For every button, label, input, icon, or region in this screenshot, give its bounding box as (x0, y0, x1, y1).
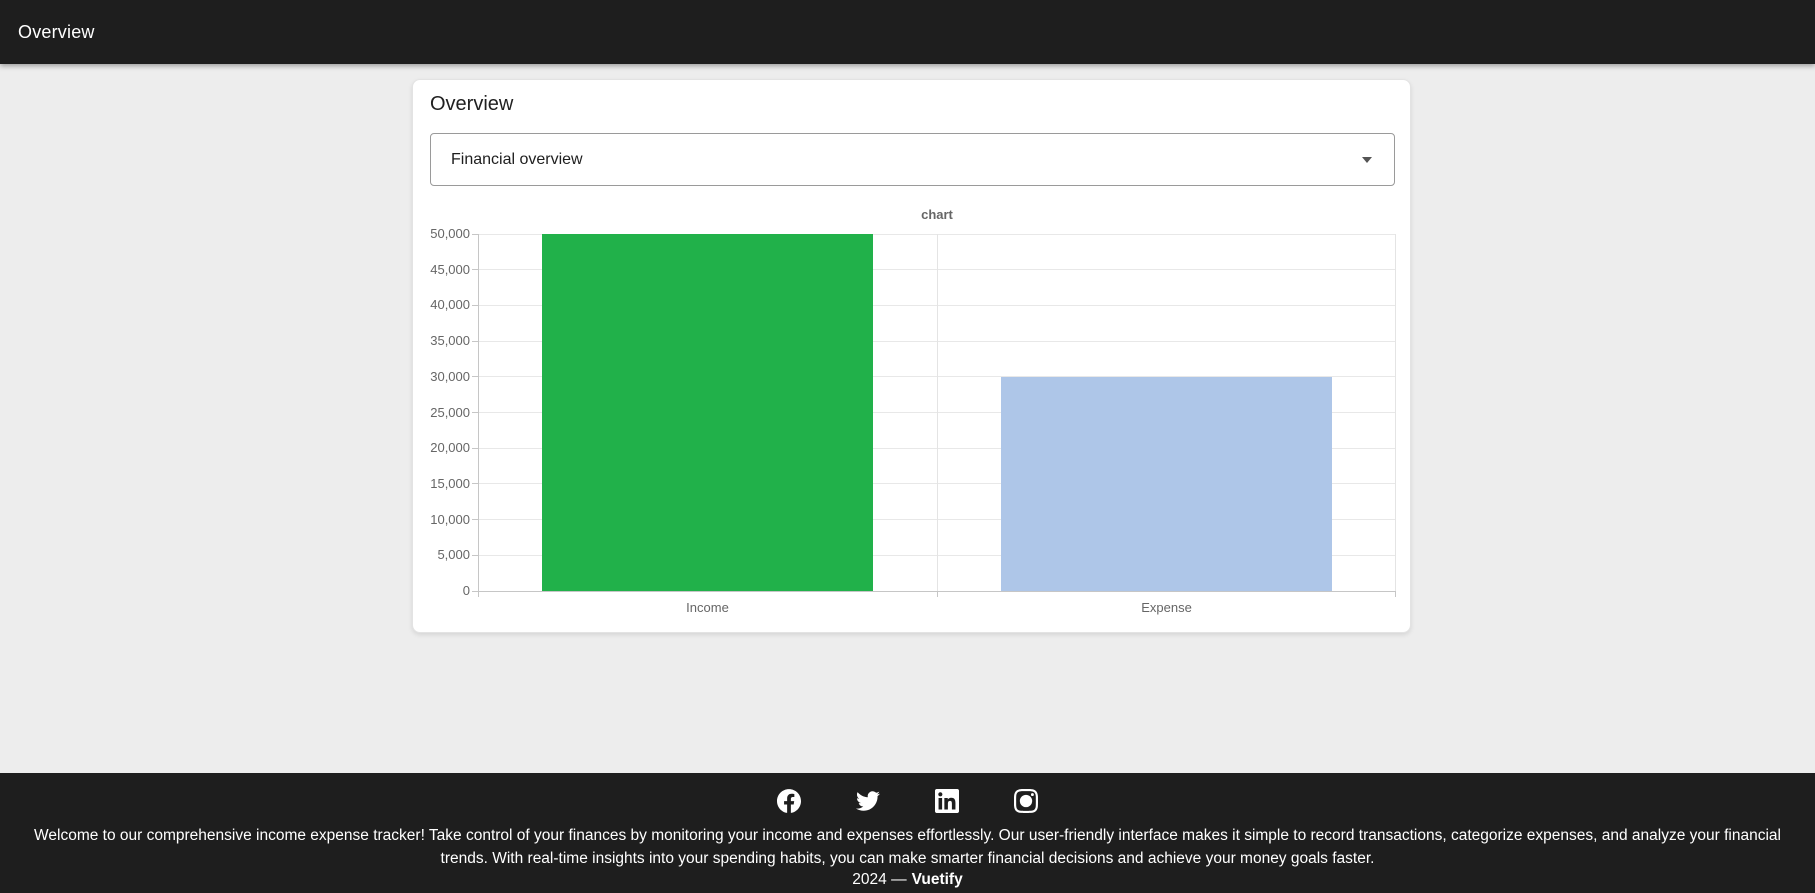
y-axis-tick (472, 447, 478, 449)
footer: Welcome to our comprehensive income expe… (0, 773, 1815, 893)
chevron-down-icon (1362, 156, 1372, 163)
overview-card: Overview Financial overview chart 0 5,000… (412, 79, 1411, 633)
x-axis-tick (937, 591, 938, 597)
report-type-select-value: Financial overview (451, 150, 583, 168)
card-title: Overview (430, 93, 514, 115)
x-axis-category-label: Income (686, 600, 729, 615)
app-bar: Overview (0, 0, 1815, 64)
instagram-icon[interactable] (1014, 789, 1038, 813)
footer-description: Welcome to our comprehensive income expe… (34, 827, 1781, 867)
footer-copyright: 2024 — Vuetify (0, 871, 1815, 889)
report-type-select[interactable]: Financial overview (430, 133, 1395, 186)
y-axis-tick-label: 25,000 (430, 404, 470, 420)
footer-brand: Vuetify (911, 871, 963, 888)
y-axis-tick-label: 30,000 (430, 368, 470, 384)
x-gridline (937, 234, 938, 591)
social-links-row (0, 783, 1815, 819)
facebook-icon[interactable] (777, 789, 801, 813)
y-axis-tick (472, 376, 478, 378)
footer-copyright-year: 2024 — (852, 871, 907, 888)
y-axis-tick-label: 40,000 (430, 297, 470, 313)
x-axis-category-label: Expense (1141, 600, 1192, 615)
y-axis-tick (472, 590, 478, 592)
linkedin-icon[interactable] (935, 789, 959, 813)
y-axis-tick (472, 554, 478, 556)
y-axis-tick (472, 519, 478, 521)
y-axis-tick-label: 35,000 (430, 333, 470, 349)
x-gridline (1395, 234, 1396, 591)
main-content: Overview Financial overview chart 0 5,000… (0, 64, 1815, 773)
x-axis-line (478, 591, 1396, 592)
y-axis-tick-label: 10,000 (430, 511, 470, 527)
y-axis-line (478, 234, 479, 591)
y-axis-tick-label: 0 (462, 583, 470, 598)
x-axis-tick (1395, 591, 1396, 597)
y-axis-tick-label: 50,000 (430, 226, 470, 241)
y-axis-tick (472, 483, 478, 485)
app-bar-title: Overview (18, 21, 95, 42)
x-axis-tick (478, 591, 479, 597)
bar-income[interactable] (542, 234, 873, 591)
y-axis-tick-label: 20,000 (430, 440, 470, 456)
y-axis-tick-label: 5,000 (437, 547, 470, 563)
y-axis-tick-label: 45,000 (430, 261, 470, 277)
y-axis-tick-label: 15,000 (430, 475, 470, 491)
y-axis-tick (472, 233, 478, 235)
bar-chart-plot-area[interactable]: 0 5,000 10,000 15,000 20,000 25,000 30,000 35,0… (430, 226, 1396, 615)
y-axis-tick (472, 304, 478, 306)
bar-expense[interactable] (1001, 376, 1332, 591)
y-axis-tick (472, 340, 478, 342)
y-axis-tick (472, 412, 478, 413)
twitter-icon[interactable] (856, 789, 880, 813)
y-axis-tick (472, 269, 478, 271)
chart-title: chart (921, 207, 953, 222)
